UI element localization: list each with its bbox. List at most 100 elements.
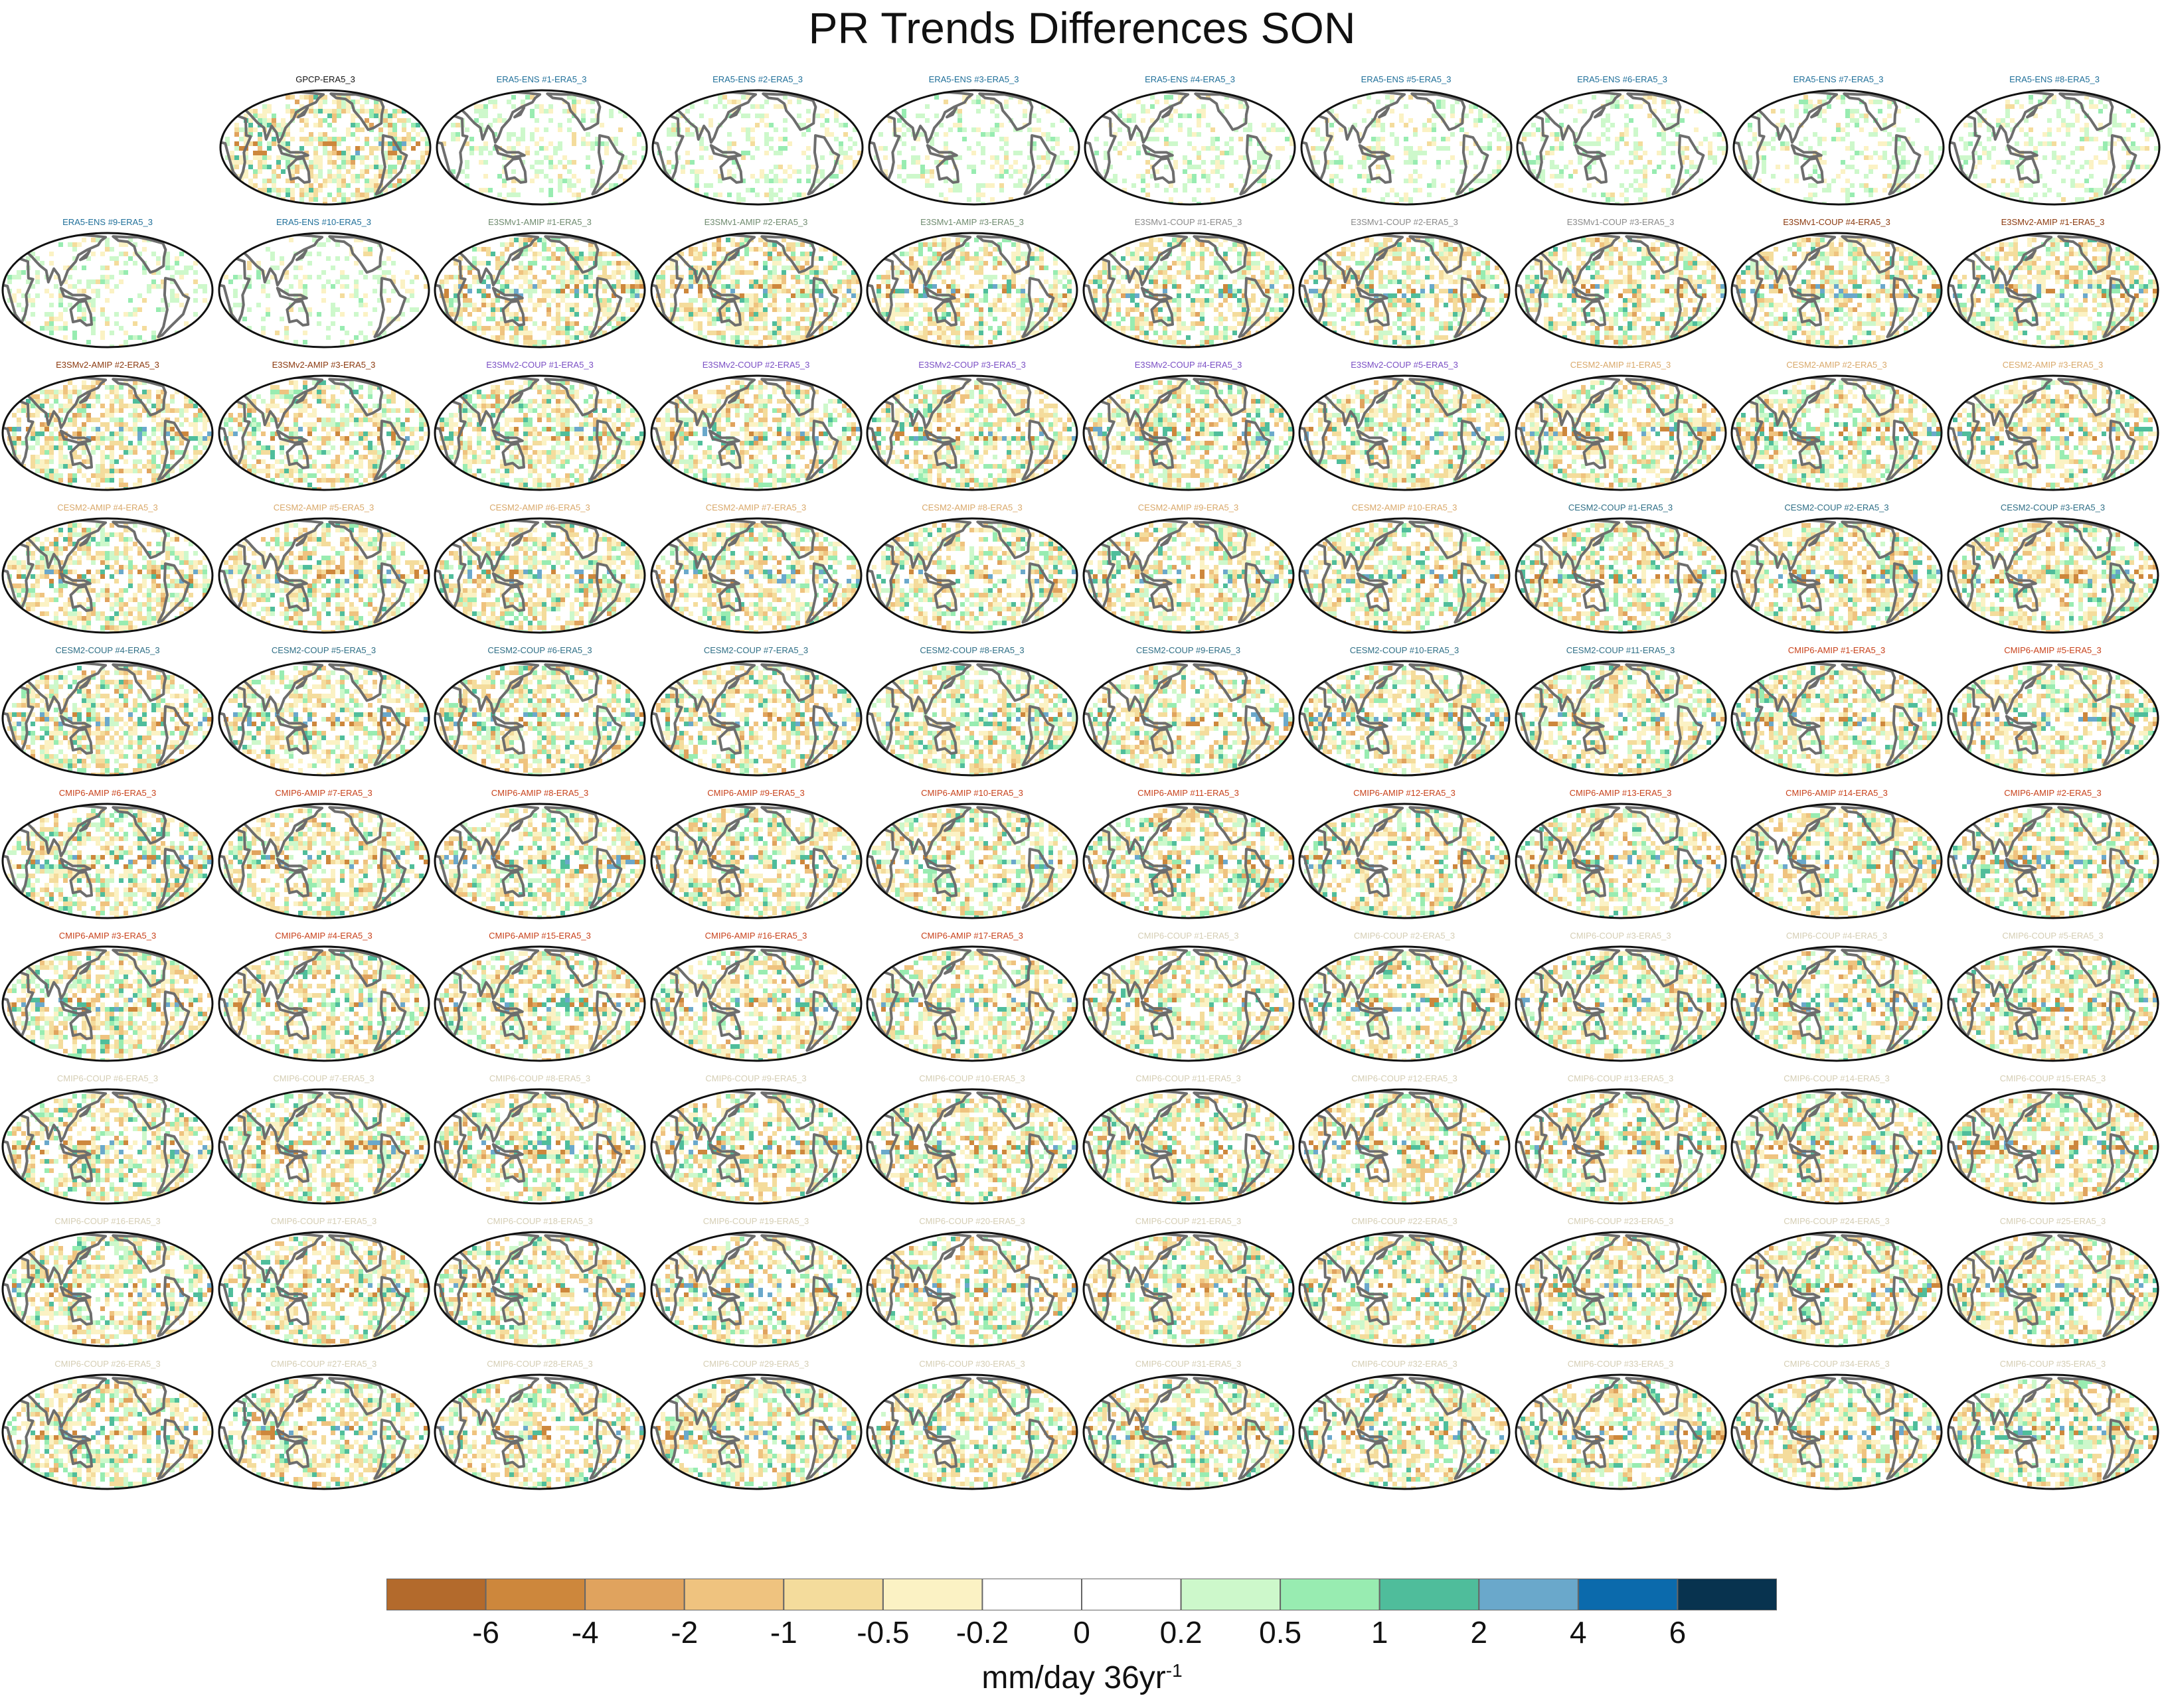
trend-field bbox=[3, 947, 212, 1061]
coastline bbox=[1192, 663, 1248, 702]
coastline bbox=[1408, 235, 1464, 274]
map-border bbox=[1, 1231, 214, 1348]
coastline bbox=[976, 949, 1032, 988]
map-border bbox=[1298, 1231, 1511, 1348]
map-panel-svg bbox=[218, 803, 430, 919]
map-panel-svg bbox=[1084, 89, 1296, 206]
coastline bbox=[1366, 299, 1390, 327]
coastline bbox=[1192, 806, 1248, 845]
coastline bbox=[2014, 1298, 2039, 1326]
coastline bbox=[295, 1105, 307, 1118]
map-border bbox=[650, 517, 862, 634]
map-border bbox=[218, 1088, 430, 1205]
coastline bbox=[2005, 715, 2037, 730]
coastline bbox=[976, 806, 1032, 845]
coastline bbox=[1408, 663, 1464, 702]
trend-field bbox=[1083, 1089, 1293, 1203]
map-panel-svg bbox=[1, 232, 214, 349]
panel-title: CMIP6-COUP #32-ERA5_3 bbox=[1297, 1359, 1512, 1369]
map-border bbox=[866, 803, 1078, 919]
map-panel-svg bbox=[1515, 374, 1726, 491]
coastline bbox=[1788, 429, 1821, 444]
map-panel: CMIP6-AMIP #15-ERA5_3 bbox=[432, 931, 647, 1073]
map-panel: CESM2-AMIP #6-ERA5_3 bbox=[432, 503, 647, 645]
map-panel-svg bbox=[1730, 1088, 1943, 1205]
coastline bbox=[112, 378, 167, 417]
map-panel: CMIP6-AMIP #4-ERA5_3 bbox=[216, 931, 432, 1073]
coastline bbox=[1100, 947, 1188, 1000]
coastline bbox=[2005, 429, 2037, 444]
coastline bbox=[924, 287, 956, 301]
coastline bbox=[1798, 1298, 1822, 1326]
coastline bbox=[277, 144, 309, 159]
coastline bbox=[717, 728, 742, 755]
panel-title: CMIP6-AMIP #13-ERA5_3 bbox=[1513, 788, 1728, 798]
coastline bbox=[1454, 1419, 1487, 1480]
coastline bbox=[1315, 233, 1404, 287]
map-border bbox=[218, 660, 430, 777]
coastline bbox=[1964, 376, 2052, 429]
coastline bbox=[1582, 1441, 1606, 1468]
coastline bbox=[1021, 562, 1055, 624]
map-border bbox=[1298, 374, 1511, 491]
coastline bbox=[934, 870, 957, 897]
coastline bbox=[544, 1377, 600, 1416]
coastline bbox=[373, 420, 406, 481]
map-panel: CESM2-AMIP #4-ERA5_3 bbox=[0, 503, 215, 645]
map-panel-svg bbox=[434, 803, 646, 919]
panel-title: ERA5-ENS #6-ERA5_3 bbox=[1515, 74, 1730, 84]
trend-field bbox=[1732, 1375, 1942, 1489]
coastline bbox=[1841, 806, 1896, 845]
coastline bbox=[1356, 1286, 1388, 1300]
map-panel-svg bbox=[1947, 1088, 2159, 1205]
trend-field bbox=[3, 233, 212, 347]
coastline bbox=[285, 870, 309, 897]
coastline bbox=[2024, 1248, 2037, 1261]
coastline bbox=[717, 1298, 742, 1326]
coastline bbox=[708, 1143, 740, 1158]
coastline bbox=[1192, 949, 1248, 988]
coastline bbox=[1788, 1000, 1821, 1015]
map-panel-svg bbox=[650, 232, 862, 349]
map-panel-svg bbox=[218, 517, 430, 634]
coastline bbox=[1788, 572, 1821, 587]
coastline bbox=[69, 1441, 93, 1468]
colorbar-bin bbox=[1478, 1579, 1579, 1610]
trend-field bbox=[867, 1375, 1077, 1489]
map-panel-svg bbox=[1515, 660, 1726, 777]
coastline bbox=[1592, 820, 1604, 832]
map-panel: CESM2-AMIP #2-ERA5_3 bbox=[1729, 360, 1944, 503]
coastline bbox=[79, 677, 92, 690]
chart-title: PR Trends Differences SON bbox=[0, 3, 2164, 53]
coastline bbox=[1748, 661, 1837, 715]
coastline bbox=[1532, 804, 1620, 858]
map-panel-svg bbox=[650, 1088, 862, 1205]
map-panel-svg bbox=[1515, 517, 1726, 634]
coastline bbox=[1192, 520, 1248, 560]
coastline bbox=[1356, 1000, 1388, 1015]
coastline bbox=[79, 1391, 92, 1403]
map-panel-svg bbox=[1947, 1373, 2159, 1490]
panel-title: ERA5-ENS #4-ERA5_3 bbox=[1082, 74, 1297, 84]
coastline bbox=[1624, 1234, 1680, 1273]
coastline bbox=[1748, 518, 1837, 572]
coastline bbox=[2014, 728, 2039, 755]
map-border bbox=[1084, 89, 1296, 206]
coastline bbox=[944, 820, 956, 832]
coastline bbox=[1101, 90, 1190, 144]
coastline bbox=[59, 287, 92, 301]
coastline bbox=[1237, 1276, 1271, 1338]
coastline bbox=[1798, 442, 1822, 469]
coastline bbox=[976, 235, 1032, 274]
panel-title: E3SMv1-AMIP #3-ERA5_3 bbox=[865, 217, 1080, 227]
panel-title: CMIP6-COUP #8-ERA5_3 bbox=[432, 1073, 647, 1083]
trend-field bbox=[1948, 1375, 2158, 1489]
coastline bbox=[69, 585, 93, 612]
map-border bbox=[1732, 89, 1944, 206]
coastline bbox=[1592, 963, 1604, 975]
coastline bbox=[235, 804, 323, 858]
coastline bbox=[667, 518, 756, 572]
coastline bbox=[1192, 378, 1248, 417]
coastline bbox=[667, 947, 756, 1000]
coastline bbox=[1237, 705, 1271, 767]
